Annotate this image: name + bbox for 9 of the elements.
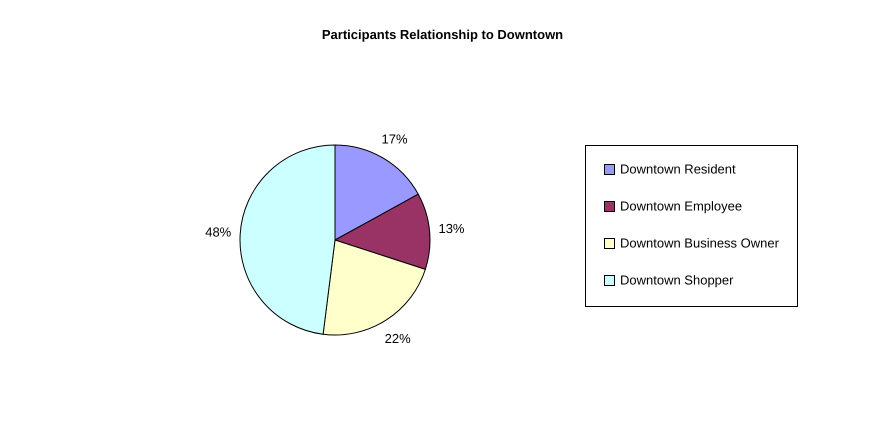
legend-label: Downtown Employee [620, 198, 742, 214]
legend-label: Downtown Business Owner [620, 236, 780, 250]
legend-label: Downtown Resident [620, 162, 736, 176]
chart-title: Participants Relationship to Downtown [322, 27, 564, 42]
data-label: 48% [205, 224, 232, 240]
legend-label: Downtown Shopper [620, 272, 734, 288]
data-label: 13% [438, 220, 465, 236]
data-label: 17% [382, 131, 408, 146]
data-label: 22% [384, 330, 412, 346]
